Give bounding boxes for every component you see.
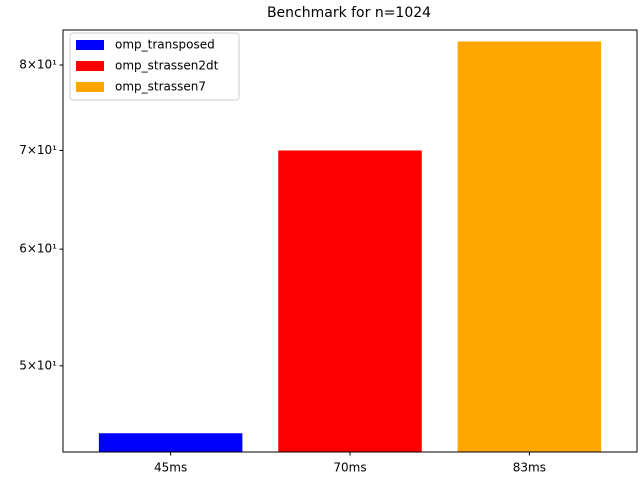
- bar: [457, 41, 602, 453]
- chart-title: Benchmark for n=1024: [267, 5, 431, 21]
- legend-swatch: [76, 61, 104, 71]
- y-tick-label: 8×10¹: [19, 58, 57, 72]
- x-tick-label: 83ms: [513, 461, 546, 475]
- legend-label: omp_transposed: [115, 38, 215, 52]
- x-tick-label: 45ms: [154, 461, 187, 475]
- y-tick-label: 5×10¹: [19, 358, 57, 372]
- x-tick-label: 70ms: [333, 461, 366, 475]
- legend-swatch: [76, 40, 104, 50]
- bar: [278, 150, 422, 453]
- legend-swatch: [76, 82, 104, 92]
- y-tick-label: 7×10¹: [19, 143, 57, 157]
- bar: [98, 433, 243, 452]
- legend-box: [69, 32, 240, 101]
- legend-label: omp_strassen2dt: [115, 59, 219, 73]
- legend-label: omp_strassen7: [115, 80, 206, 94]
- y-tick-label: 6×10¹: [19, 242, 57, 256]
